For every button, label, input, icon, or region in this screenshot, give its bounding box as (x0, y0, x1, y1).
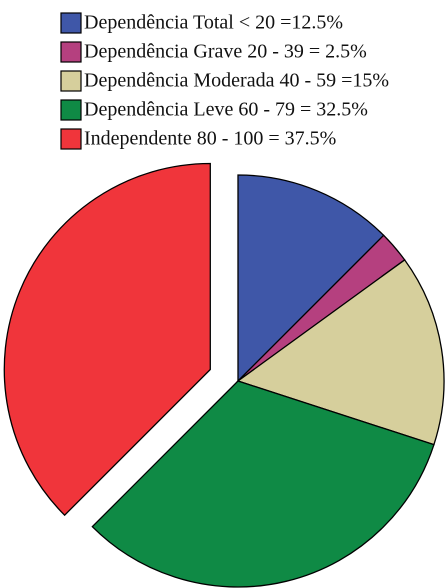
pie-slice (236, 259, 445, 446)
legend-swatch (60, 70, 82, 92)
legend-label: Dependência Leve 60 - 79 = 32.5% (84, 99, 368, 121)
legend-swatch (60, 99, 82, 121)
pie-slice (3, 162, 211, 517)
legend-swatch (60, 128, 82, 150)
pie-slice (91, 380, 435, 588)
legend-swatch (60, 41, 82, 63)
legend-label: Dependência Grave 20 - 39 = 2.5% (84, 41, 367, 63)
legend-swatch (60, 12, 82, 34)
pie-slice (237, 174, 385, 383)
legend-label: Dependência Moderada 40 - 59 =15% (84, 70, 389, 92)
legend-label: Dependência Total < 20 =12.5% (84, 12, 343, 34)
legend-label: Independente 80 - 100 = 37.5% (84, 128, 336, 150)
